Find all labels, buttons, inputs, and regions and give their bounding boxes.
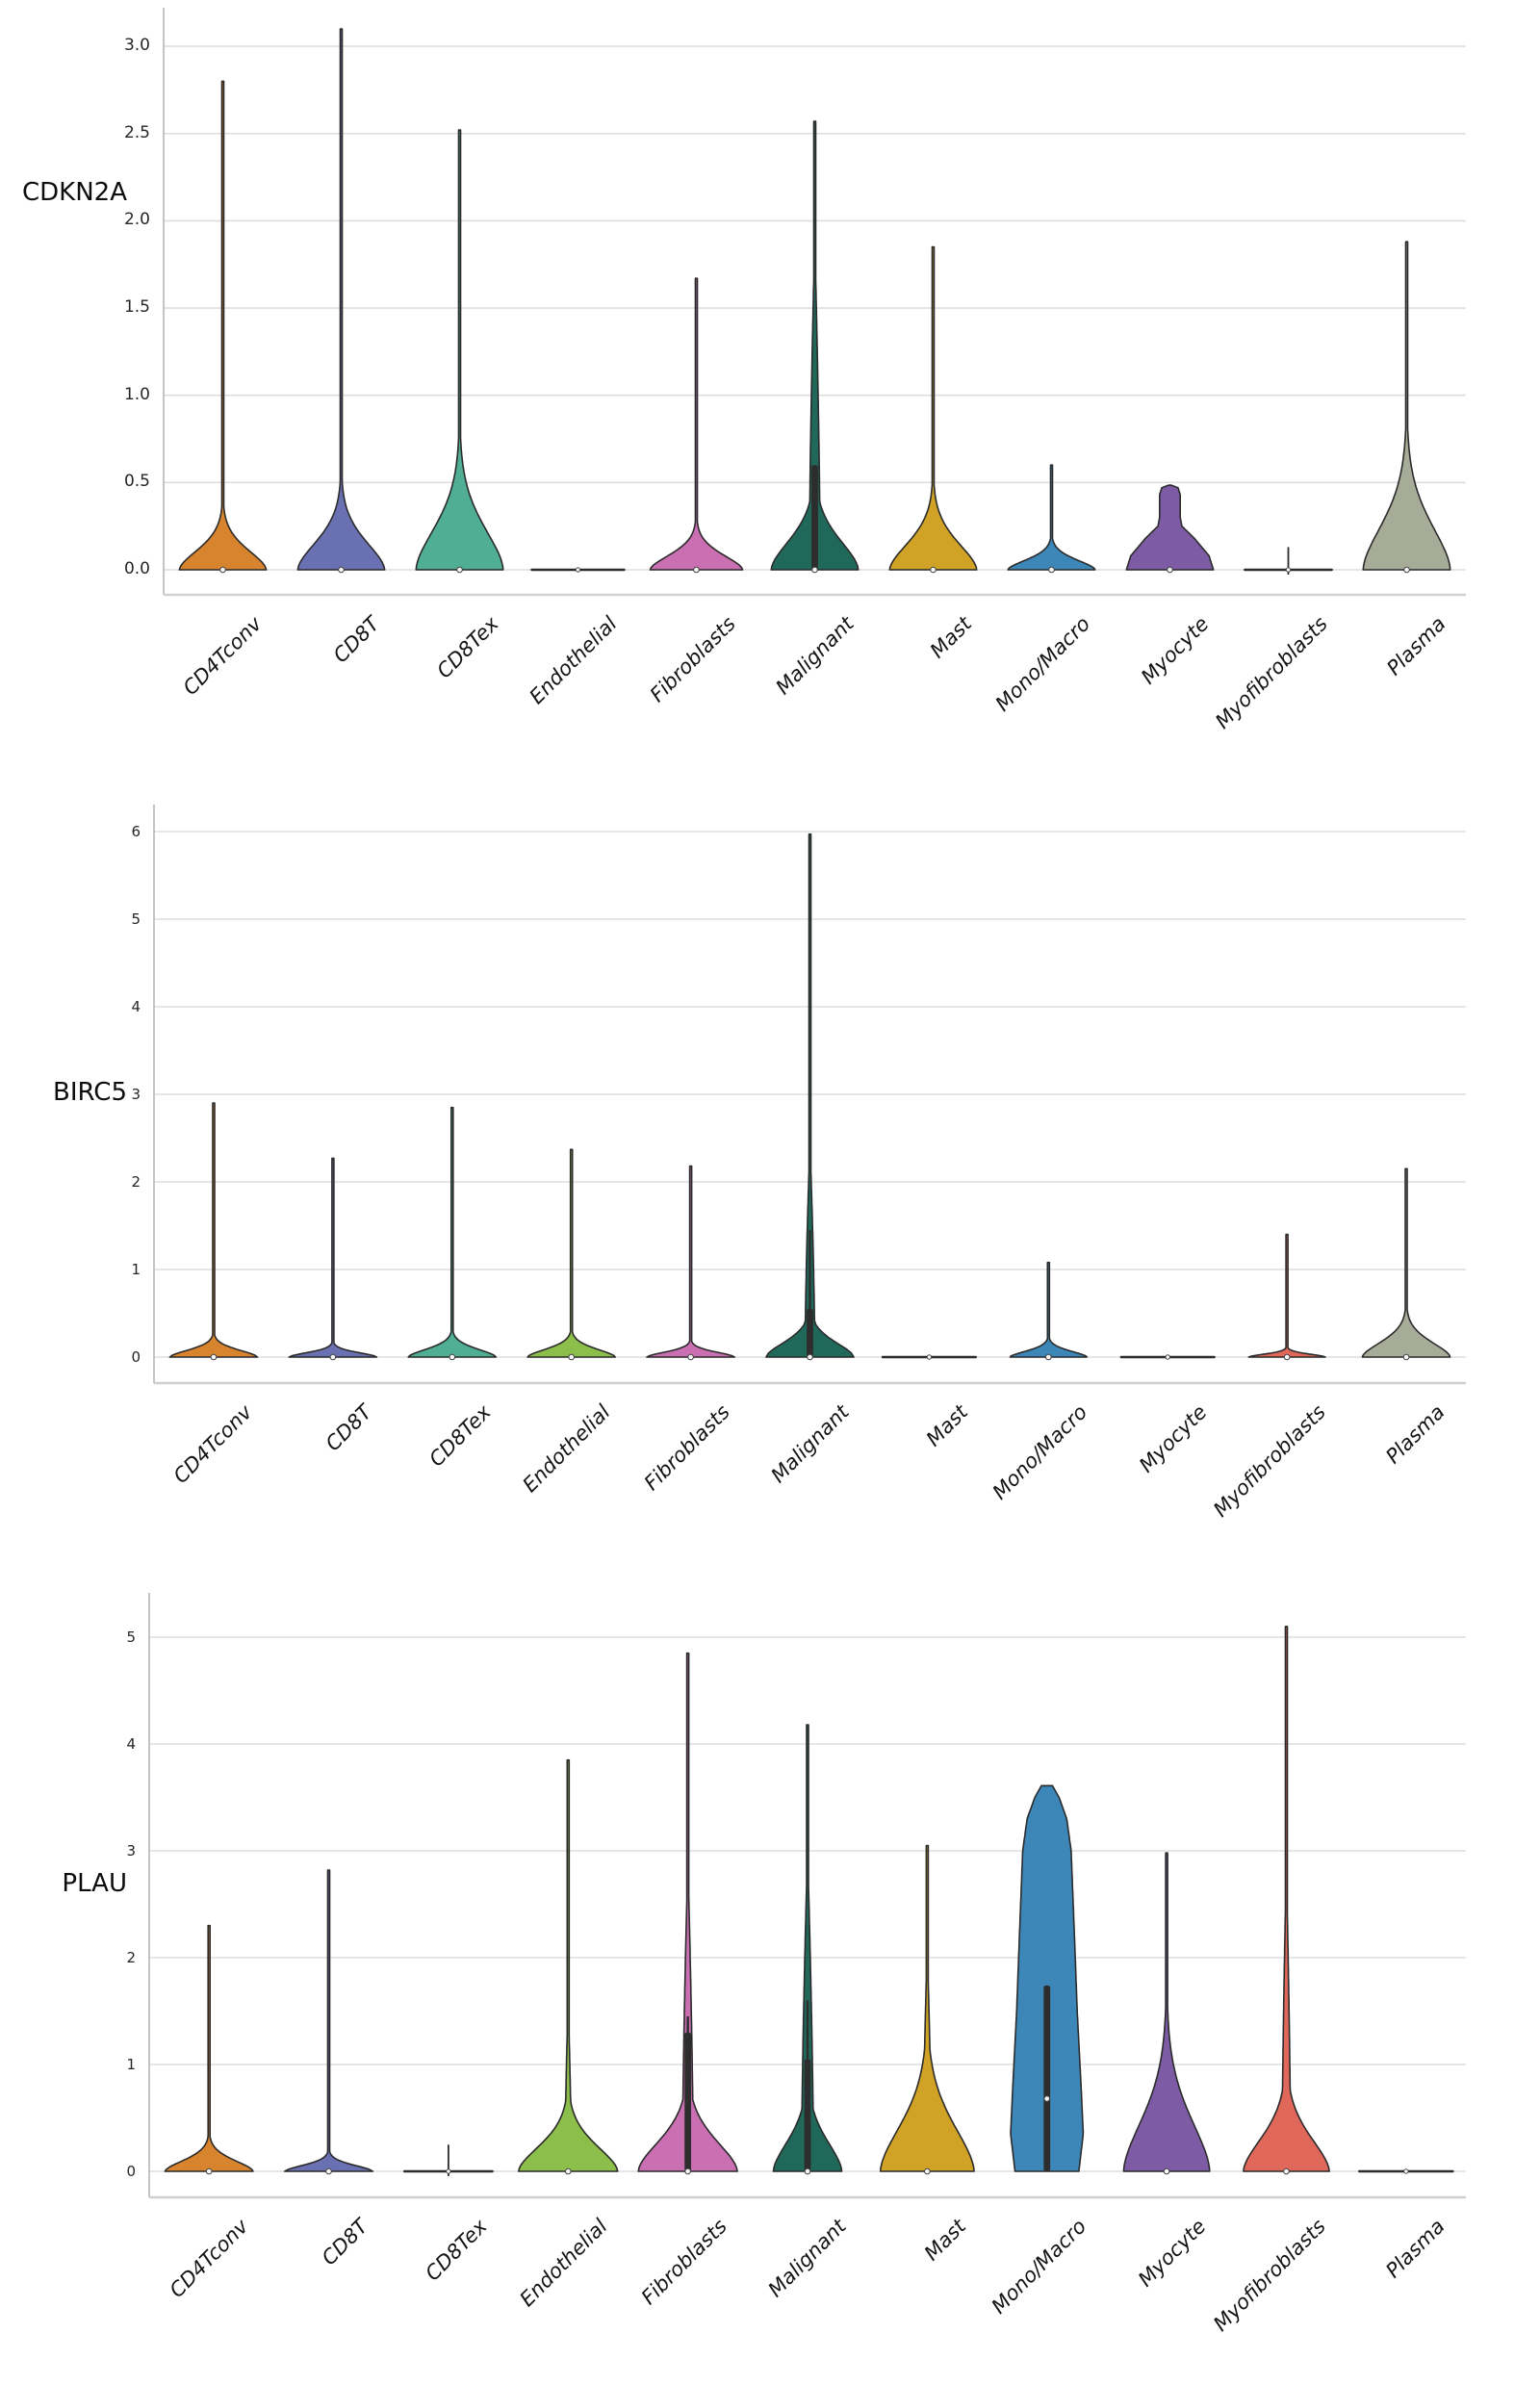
violin-PLAU-CD8T [284,1869,374,2172]
median-dot [1285,567,1292,573]
median-dot [1403,2168,1409,2174]
box-BIRC5-Malignant [807,1308,813,1357]
median-dot [325,2167,332,2175]
box-CDKN2A-Malignant [811,465,818,570]
median-dot [205,2167,213,2175]
violin-PLAU-Mast [880,1844,975,2172]
median-dot [926,1354,933,1360]
violin-PLAU-Mono/Macro [1010,1784,1085,2172]
median-dot [1163,2167,1170,2175]
violin-BIRC5-Mono/Macro [1009,1261,1088,1358]
gene-label-birc5: BIRC5 [53,1078,127,1107]
violin-PLAU-Malignant [772,1724,843,2172]
violin-BIRC5-Fibroblasts [646,1165,735,1358]
violin-PLAU-Myofibroblasts [1243,1626,1330,2172]
violin-PLAU-CD4Tconv [164,1924,254,2172]
gene-label-cdkn2a: CDKN2A [21,178,127,207]
median-dot [924,2167,931,2175]
median-dot [811,566,818,574]
median-dot [804,2167,811,2175]
median-dot [219,566,226,574]
violin-CDKN2A-CD4Tconv [178,80,268,571]
median-dot [684,2167,691,2175]
median-dot [564,2167,572,2175]
median-dot [1283,2167,1290,2175]
violin-BIRC5-CD4Tconv [168,1102,259,1358]
violin-CDKN2A-Mast [888,245,978,571]
violin-BIRC5-CD8T [288,1157,378,1358]
violin-PLAU-Endothelial [518,1758,619,2172]
median-dot [210,1353,218,1361]
median-dot [1165,1354,1170,1360]
median-dot [1043,2095,1051,2102]
median-dot [449,1353,456,1361]
violin-BIRC5-CD8Tex [407,1106,498,1358]
median-dot [693,566,700,574]
violin-BIRC5-Endothelial [526,1148,616,1358]
median-dot [1402,1353,1410,1361]
median-dot [456,566,463,574]
median-dot [446,2168,451,2174]
violin-CDKN2A-Malignant [770,120,860,571]
box-PLAU-Mono/Macro [1043,1985,1051,2171]
median-dot [1403,566,1410,574]
median-dot [338,566,345,574]
violin-CDKN2A-Myocyte [1125,484,1215,571]
median-dot [930,566,937,574]
violin-BIRC5-Malignant [765,833,855,1358]
median-dot [687,1353,694,1361]
median-dot [807,1353,813,1361]
violin-PLAU-Fibroblasts [637,1652,738,2172]
median-dot [1283,1353,1291,1361]
violin-CDKN2A-Fibroblasts [649,277,744,571]
violin-CDKN2A-Mono/Macro [1007,464,1096,571]
violin-BIRC5-Plasma [1361,1167,1451,1358]
violin-PLAU-Myocyte [1122,1852,1211,2172]
box-PLAU-Malignant [804,2059,811,2171]
violin-CDKN2A-Plasma [1362,241,1451,571]
median-dot [575,567,581,573]
gene-label-plau: PLAU [62,1869,127,1898]
box-PLAU-Fibroblasts [684,2032,692,2171]
median-dot [1048,566,1055,574]
median-dot [1167,566,1173,574]
median-dot [568,1353,575,1361]
median-dot [329,1353,337,1361]
violin-CDKN2A-CD8Tex [415,129,504,571]
median-dot [1045,1353,1052,1361]
violin-BIRC5-Myofibroblasts [1247,1233,1326,1358]
violin-CDKN2A-CD8T [296,28,386,571]
